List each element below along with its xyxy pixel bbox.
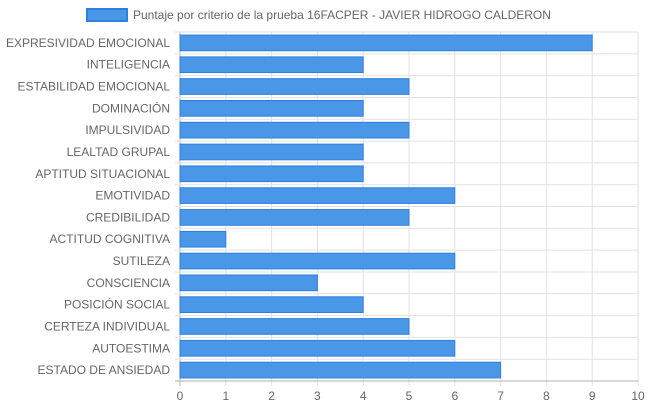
category-label: CONSCIENCIA bbox=[87, 276, 170, 290]
bar[interactable] bbox=[179, 121, 410, 139]
legend[interactable]: Puntaje por criterio de la prueba 16FACP… bbox=[86, 8, 551, 22]
x-tick-label: 6 bbox=[451, 389, 458, 403]
bar[interactable] bbox=[179, 187, 456, 204]
category-label: SUTILEZA bbox=[113, 254, 170, 268]
x-tick-label: 9 bbox=[589, 389, 596, 403]
category-labels: EXPRESIVIDAD EMOCIONAL INTELIGENCIA ESTABI… bbox=[6, 36, 170, 377]
x-tick-labels: 0 1 2 3 4 5 6 7 8 9 10 bbox=[177, 389, 645, 403]
bar[interactable] bbox=[179, 143, 364, 161]
category-label: CERTEZA INDIVIDUAL bbox=[44, 319, 170, 333]
category-label: EMOTIVIDAD bbox=[95, 189, 170, 203]
bar[interactable] bbox=[179, 99, 364, 117]
bar[interactable] bbox=[179, 252, 456, 270]
x-tick-label: 4 bbox=[360, 389, 367, 403]
x-tick-label: 7 bbox=[497, 389, 504, 403]
x-tick-label: 5 bbox=[406, 389, 413, 403]
category-label: IMPULSIVIDAD bbox=[85, 123, 170, 137]
x-tick-label: 10 bbox=[631, 389, 645, 403]
bar[interactable] bbox=[179, 78, 410, 95]
category-label: ESTADO DE ANSIEDAD bbox=[38, 363, 171, 377]
x-tick-label: 2 bbox=[268, 389, 275, 403]
bar[interactable] bbox=[179, 339, 456, 357]
bar[interactable] bbox=[179, 209, 410, 226]
bar[interactable] bbox=[179, 230, 227, 248]
category-label: EXPRESIVIDAD EMOCIONAL bbox=[6, 36, 170, 50]
bar[interactable] bbox=[179, 34, 593, 52]
x-tick-label: 3 bbox=[314, 389, 321, 403]
category-label: ACTITUD COGNITIVA bbox=[50, 232, 170, 246]
bar[interactable] bbox=[179, 296, 364, 314]
category-label: INTELIGENCIA bbox=[87, 58, 170, 72]
legend-swatch bbox=[86, 8, 128, 22]
bar[interactable] bbox=[179, 56, 364, 74]
category-label: CREDIBILIDAD bbox=[86, 210, 170, 224]
x-tick-label: 1 bbox=[222, 389, 229, 403]
category-label: POSICIÓN SOCIAL bbox=[64, 297, 170, 312]
bar[interactable] bbox=[179, 274, 318, 292]
bar[interactable] bbox=[179, 361, 502, 379]
legend-label: Puntaje por criterio de la prueba 16FACP… bbox=[133, 8, 551, 22]
bars bbox=[179, 34, 593, 379]
category-label: APTITUD SITUACIONAL bbox=[35, 167, 170, 181]
x-tick-label: 8 bbox=[543, 389, 550, 403]
bar[interactable] bbox=[179, 165, 364, 183]
category-label: LEALTAD GRUPAL bbox=[67, 145, 171, 159]
category-label: ESTABILIDAD EMOCIONAL bbox=[18, 80, 171, 94]
category-label: AUTOESTIMA bbox=[92, 341, 170, 355]
x-tick-label: 0 bbox=[177, 389, 184, 403]
category-label: DOMINACIÓN bbox=[92, 100, 170, 115]
bar[interactable] bbox=[179, 318, 410, 335]
